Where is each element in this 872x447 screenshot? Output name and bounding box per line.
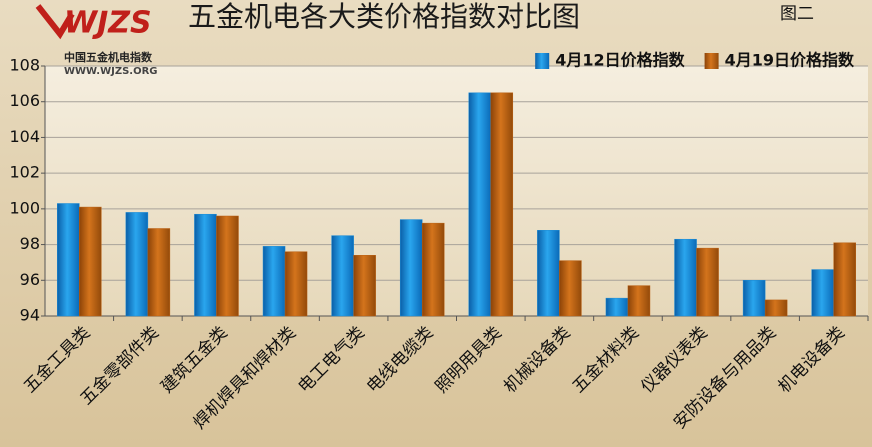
bar — [57, 203, 80, 317]
y-tick-label: 96 — [20, 270, 40, 289]
y-tick-label: 94 — [20, 306, 40, 325]
bar — [696, 247, 719, 317]
legend-label: 4月19日价格指数 — [725, 51, 855, 70]
bar — [331, 235, 354, 317]
bar — [399, 219, 423, 317]
legend-swatch — [535, 53, 550, 69]
plot-area — [45, 66, 868, 316]
bar — [605, 297, 629, 317]
bar — [742, 280, 766, 317]
y-tick-label: 98 — [20, 234, 40, 253]
y-tick-label: 108 — [9, 56, 40, 75]
bar — [216, 215, 239, 317]
bar — [674, 238, 697, 317]
bar — [147, 228, 171, 317]
legend-swatch — [704, 53, 719, 69]
y-tick-label: 102 — [9, 163, 40, 182]
bar — [125, 212, 149, 317]
bar — [764, 299, 788, 317]
bar — [559, 260, 582, 317]
legend-label: 4月12日价格指数 — [555, 51, 685, 70]
bar — [353, 255, 376, 317]
bar — [490, 92, 514, 317]
bar — [421, 222, 445, 317]
bar — [194, 213, 217, 317]
chart-title: 五金机电各大类价格指数对比图 — [188, 0, 580, 33]
bar — [284, 251, 308, 317]
logo-text: WJZS — [64, 6, 152, 41]
bar — [262, 246, 286, 317]
bar — [811, 269, 834, 317]
bar — [627, 285, 651, 317]
y-tick-label: 100 — [9, 198, 40, 217]
y-tick-label: 104 — [9, 127, 40, 146]
chart-subtitle: 图二 — [780, 4, 814, 24]
logo-subtitle: 中国五金机电指数 — [64, 50, 153, 64]
y-tick-label: 106 — [9, 91, 40, 110]
bar — [833, 242, 856, 317]
bar — [537, 230, 560, 317]
logo-url: WWW.WJZS.ORG — [64, 66, 158, 77]
logo-mark — [35, 4, 75, 40]
bar — [79, 206, 102, 317]
bar — [468, 92, 492, 317]
